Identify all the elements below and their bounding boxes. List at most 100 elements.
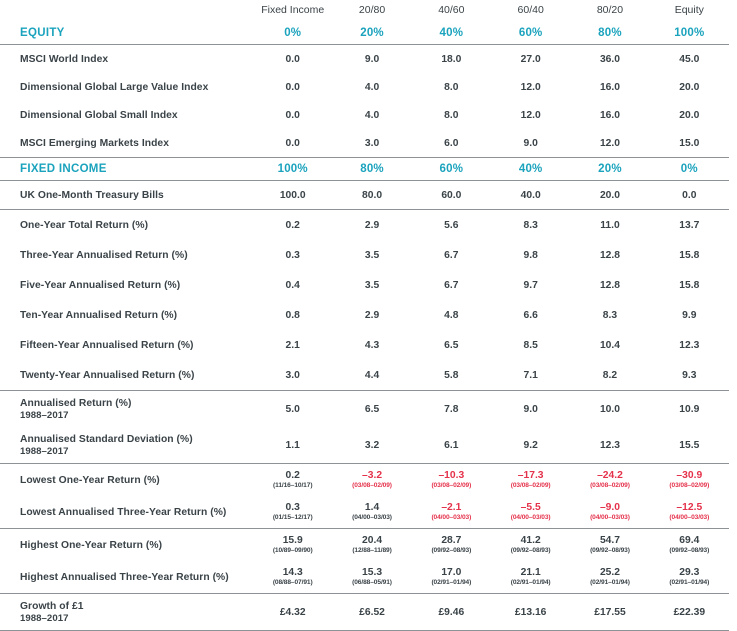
table-cell: 0.2 (11/16–10/17) (253, 464, 332, 497)
table-cell: £17.55 (570, 593, 650, 631)
table-cell: 4.0 (364, 109, 380, 121)
section-header-equity: EQUITY 0% 20% 40% 60% 80% 100% (0, 22, 729, 45)
table-cell: 15.8 (679, 249, 700, 261)
table-cell: –30.9 (03/08–02/09) (650, 464, 729, 497)
table-cell: 5.6 (444, 219, 459, 231)
row-label: Five-Year Annualised Return (%) (20, 279, 181, 291)
cell-value: 54.7 (599, 534, 620, 546)
cell-date-note: (03/08–02/09) (590, 482, 630, 490)
table-cell: £9.46 (411, 593, 491, 631)
table-cell: 54.7 (09/92–08/93) (570, 529, 649, 562)
cell-value: –3.2 (362, 469, 383, 481)
table-cell: 29.3 (02/91–01/94) (649, 561, 729, 594)
cell-date-note: (12/88–11/89) (352, 547, 392, 555)
cell-value: –5.5 (520, 501, 541, 513)
table-cell: 15.9 (10/89–09/90) (253, 529, 332, 562)
cell-date-note: (02/91–01/94) (669, 579, 710, 587)
row-label: Twenty-Year Annualised Return (%) (0, 360, 254, 391)
table-cell: 40% (411, 22, 491, 45)
table-cell: 2.9 (364, 309, 380, 321)
table-cell: 0.0 (649, 180, 729, 210)
table-cell: 0.8 (285, 309, 300, 321)
table-cell: 10.4 (599, 339, 620, 351)
table-cell: 6.7 (444, 249, 459, 261)
table-cell: 15.5 (649, 427, 729, 464)
cell-value: –9.0 (599, 501, 620, 513)
table-cell: 15.3 (06/88–05/91) (332, 561, 412, 594)
cell-date-note: (04/00–03/03) (510, 514, 551, 522)
table-cell: –17.3 (03/08–02/09) (491, 464, 570, 497)
cell-date-note: (02/91–01/94) (431, 579, 472, 587)
cell-value: 1.4 (364, 501, 380, 513)
table-cell: 12.3 (570, 427, 650, 464)
allocation-table-sheet: Fixed Income 20/80 40/60 60/40 80/20 Equity EQ… (0, 3, 729, 631)
table-row: Ten-Year Annualised Return (%) 0.8 2.9 4.8 6… (0, 300, 729, 330)
table-cell: 0.2 (285, 219, 300, 231)
table-cell: 3.0 (332, 129, 412, 158)
cell-value: 17.0 (441, 566, 462, 578)
table-cell: 12.8 (599, 249, 620, 261)
table-cell: 7.8 (444, 403, 459, 415)
table-cell: 100% (649, 22, 729, 45)
table-cell: 8.2 (570, 360, 650, 391)
table-cell: 4.4 (332, 360, 412, 391)
table-cell: –10.3 (03/08–02/09) (412, 464, 491, 497)
cell-value: –24.2 (597, 469, 623, 481)
table-cell: 100% (253, 157, 333, 181)
table-cell: £13.16 (491, 593, 571, 631)
table-cell: 8.5 (523, 339, 538, 351)
table-cell: 0.3 (01/15–12/17) (253, 496, 333, 529)
section-label: EQUITY (0, 22, 254, 45)
cell-value: 69.4 (679, 534, 700, 546)
table-cell: 0.0 (285, 81, 300, 93)
table-cell: 20.4 (12/88–11/89) (332, 529, 411, 562)
table-cell: 9.9 (682, 309, 697, 321)
table-cell: 13.7 (679, 219, 700, 231)
row-label: Lowest One-Year Return (%) (20, 474, 160, 486)
table-cell: 100.0 (253, 180, 333, 210)
row-label: Dimensional Global Large Value Index (20, 81, 209, 93)
table-cell: 0.3 (285, 249, 300, 261)
cell-value: –12.5 (676, 501, 703, 513)
table-cell: 4.0 (364, 81, 380, 93)
table-row: Five-Year Annualised Return (%) 0.4 3.5 6.7… (0, 270, 729, 300)
table-cell: 8.3 (602, 309, 618, 321)
table-row: One-Year Total Return (%) 0.2 2.9 5.6 8.3 11.… (0, 210, 729, 241)
table-cell: 10.0 (599, 403, 620, 415)
table-cell: –3.2 (03/08–02/09) (332, 464, 411, 497)
table-cell: 6.5 (364, 403, 380, 415)
cell-value: 0.2 (285, 469, 300, 481)
table-cell: 3.0 (253, 360, 333, 391)
row-label: MSCI World Index (20, 53, 109, 65)
table-cell: 9.7 (523, 279, 538, 291)
cell-value: 29.3 (679, 566, 700, 578)
table-row: Dimensional Global Small Index 0.0 4.0 8.0 1… (0, 101, 729, 129)
table-cell: 11.0 (600, 219, 620, 231)
cell-date-note: (02/91–01/94) (510, 579, 551, 587)
table-cell: £6.52 (332, 593, 412, 631)
table-cell: 16.0 (599, 81, 620, 93)
table-row: Annualised Standard Deviation (%) 1988–20… (0, 427, 729, 464)
table-cell: 9.2 (491, 427, 571, 464)
column-header: 80/20 (596, 3, 624, 16)
table-cell: 5.0 (285, 403, 300, 415)
table-row: UK One-Month Treasury Bills 100.0 80.0 60.0… (0, 180, 729, 210)
table-cell: 80% (332, 157, 412, 181)
table-cell: –2.1 (04/00–03/03) (411, 496, 491, 529)
table-cell: 0.0 (285, 109, 300, 121)
section-label: FIXED INCOME (0, 157, 254, 181)
table-cell: 6.5 (444, 339, 459, 351)
cell-date-note: (09/92–08/93) (431, 547, 472, 555)
row-label: UK One-Month Treasury Bills (0, 180, 254, 210)
row-sub-label: 1988–2017 (20, 612, 69, 624)
table-cell: –12.5 (04/00–03/03) (649, 496, 729, 529)
table-cell: 12.0 (520, 81, 541, 93)
table-cell: 0.0 (285, 53, 300, 65)
cell-value: –17.3 (517, 469, 544, 481)
row-label: Growth of £1 1988–2017 (0, 593, 254, 631)
cell-date-note: (11/16–10/17) (273, 482, 313, 490)
table-cell: 0.4 (285, 279, 300, 291)
table-cell: 8.0 (444, 81, 459, 93)
table-row: MSCI Emerging Markets Index 0.0 3.0 6.0 9.0 1… (0, 129, 729, 158)
table-cell: 6.1 (411, 427, 491, 464)
